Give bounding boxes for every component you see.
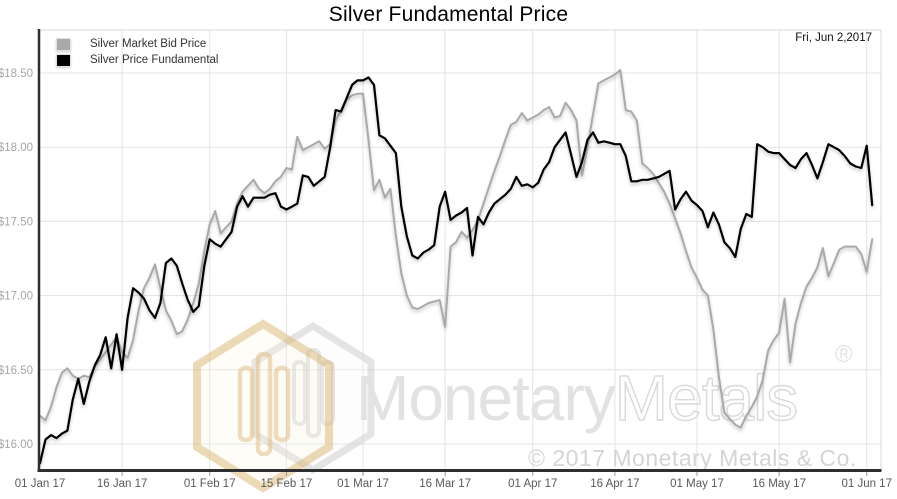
date-annotation: Fri, Jun 2,2017 — [795, 32, 872, 44]
series-line-market-bid — [39, 69, 874, 429]
x-tick-labels: 01 Jan 17 16 Jan 17 01 Feb 17 15 Feb 17 01 M… — [15, 478, 892, 490]
watermark-logo — [193, 319, 375, 493]
legend-item-fundamental: Silver Price Fundamental — [56, 52, 218, 68]
x-gridlines — [121, 30, 868, 470]
watermark-text: MonetaryMetals — [356, 362, 797, 434]
legend-item-market-bid: Silver Market Bid Price — [56, 36, 218, 52]
y-tick-labels: $18.50 $18.00 $17.50 $17.00 $16.50 $16.00 — [0, 68, 33, 451]
svg-text:01 Mar 17: 01 Mar 17 — [337, 478, 389, 490]
legend-label-market-bid: Silver Market Bid Price — [90, 38, 207, 50]
svg-text:15 Feb 17: 15 Feb 17 — [260, 478, 312, 490]
svg-text:01 Jan 17: 01 Jan 17 — [15, 478, 66, 490]
svg-text:$17.00: $17.00 — [0, 291, 33, 303]
svg-text:$18.50: $18.50 — [0, 68, 33, 80]
svg-text:01 Jun 17: 01 Jun 17 — [841, 478, 892, 490]
chart-title: Silver Fundamental Price — [328, 3, 569, 26]
registered-mark: ® — [835, 341, 853, 368]
svg-text:16 May 17: 16 May 17 — [752, 478, 806, 490]
svg-text:16 Jan 17: 16 Jan 17 — [97, 478, 148, 490]
y-gridlines — [39, 72, 881, 445]
legend: Silver Market Bid Price Silver Price Fun… — [56, 36, 218, 68]
svg-text:01 Feb 17: 01 Feb 17 — [184, 478, 236, 490]
svg-text:$16.00: $16.00 — [0, 439, 33, 451]
series-line-fundamental — [38, 76, 874, 465]
svg-text:$16.50: $16.50 — [0, 365, 33, 377]
svg-text:01 May 17: 01 May 17 — [670, 478, 724, 490]
svg-text:$18.00: $18.00 — [0, 142, 33, 154]
x-tick-marks — [121, 472, 868, 476]
legend-swatch-market-bid — [56, 37, 71, 51]
svg-text:16 Apr 17: 16 Apr 17 — [590, 478, 639, 490]
svg-text:01 Apr 17: 01 Apr 17 — [508, 478, 557, 490]
svg-text:$17.50: $17.50 — [0, 216, 33, 228]
copyright-text: © 2017 Monetary Metals & Co. — [528, 445, 857, 471]
svg-text:16 Mar 17: 16 Mar 17 — [419, 478, 471, 490]
legend-label-fundamental: Silver Price Fundamental — [90, 54, 219, 66]
legend-swatch-fundamental — [56, 53, 71, 67]
